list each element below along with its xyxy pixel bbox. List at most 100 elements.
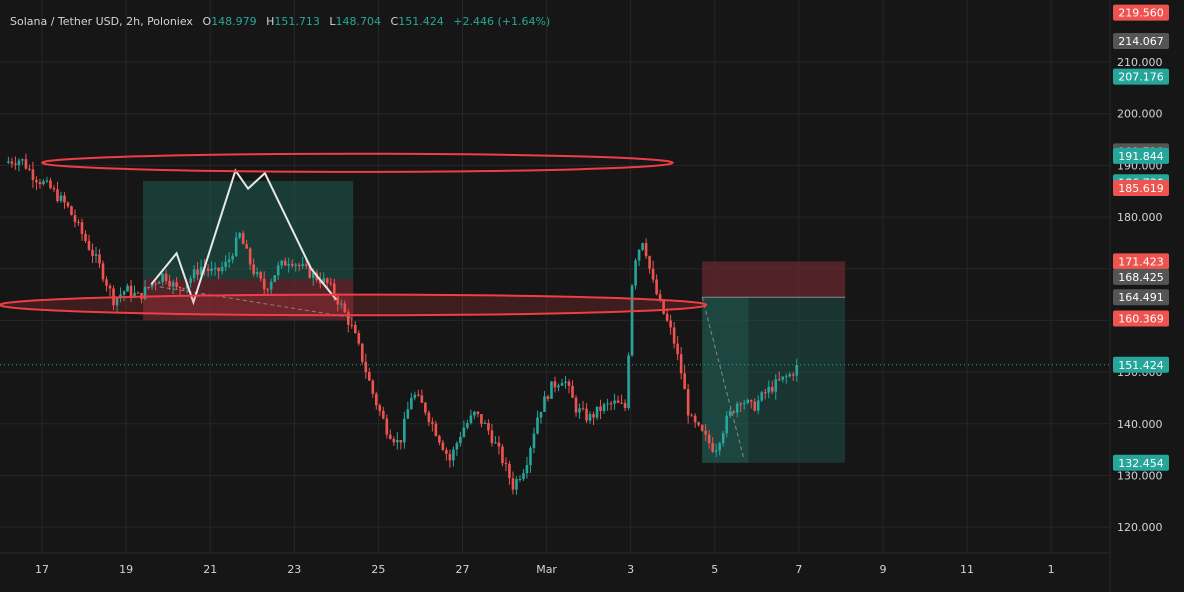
price-axis-badge[interactable]: 219.560	[1113, 4, 1169, 21]
candle-body	[627, 355, 630, 409]
candle-body	[441, 442, 445, 451]
candle-body	[259, 272, 262, 279]
candle-body	[220, 266, 224, 272]
candle-body	[445, 450, 448, 454]
candle-body	[192, 269, 196, 279]
candle-body	[24, 159, 28, 169]
candle-body	[168, 280, 171, 287]
price-axis-badge-label: 160.369	[1118, 313, 1164, 326]
candle-body	[620, 402, 623, 404]
candle-body	[178, 286, 182, 289]
candle-body	[329, 282, 333, 284]
candle-body	[494, 442, 497, 444]
candle-body	[462, 427, 466, 437]
candle-body	[532, 433, 536, 448]
candle-body	[231, 256, 234, 260]
candle-body	[269, 281, 273, 290]
candle-body	[732, 411, 735, 413]
candle-body	[602, 404, 606, 411]
candle-body	[28, 168, 31, 170]
price-axis-badge[interactable]: 164.491	[1113, 289, 1169, 306]
candle-body	[175, 282, 178, 287]
candle-body	[718, 443, 721, 451]
candle-body	[59, 195, 63, 201]
candle-body	[676, 343, 679, 355]
candle-body	[686, 389, 690, 416]
candle-body	[14, 163, 17, 165]
candle-body	[606, 403, 609, 405]
price-axis-badge[interactable]: 214.067	[1113, 32, 1169, 49]
price-axis-badge[interactable]: 171.423	[1113, 253, 1169, 270]
candle-body	[7, 161, 10, 163]
candle-body	[763, 392, 767, 394]
candle-body	[63, 195, 66, 203]
candle-body	[94, 254, 98, 256]
right-profit-zone[interactable]	[702, 297, 846, 463]
candle-body	[301, 264, 305, 266]
time-tick-label: 23	[287, 563, 301, 576]
candle-body	[616, 400, 620, 403]
candle-body	[669, 320, 672, 328]
candle-body	[742, 403, 746, 405]
candle-body	[276, 265, 280, 276]
candle-body	[406, 409, 410, 419]
price-axis-badge[interactable]: 191.844	[1113, 147, 1169, 164]
candle-body	[609, 403, 613, 405]
price-axis-badge-bg	[1113, 147, 1169, 164]
candle-body	[360, 343, 364, 362]
candle-body	[189, 278, 192, 284]
right-loss-zone[interactable]	[702, 261, 846, 298]
candle-body	[217, 267, 220, 272]
candle-body	[252, 264, 255, 275]
candle-body	[101, 263, 105, 280]
candle-body	[557, 385, 560, 388]
candle-body	[795, 364, 799, 376]
candle-body	[753, 401, 757, 411]
time-tick-label: 19	[119, 563, 133, 576]
candle-body	[196, 269, 199, 275]
candle-body	[553, 381, 557, 388]
double-top-pattern[interactable]	[150, 168, 338, 306]
candle-body	[595, 406, 599, 418]
candle-body	[392, 438, 396, 443]
candle-body	[413, 394, 417, 398]
price-tick-label: 200.000	[1117, 108, 1163, 121]
candle-body	[297, 264, 301, 266]
candle-body	[87, 240, 91, 250]
price-axis-badge[interactable]: 160.369	[1113, 310, 1169, 327]
candle-body	[49, 180, 52, 189]
candle-body	[206, 268, 210, 271]
low-label: L	[329, 15, 336, 28]
candle-body	[45, 180, 49, 182]
support-band-ellipse[interactable]	[0, 293, 708, 317]
candle-body	[571, 385, 574, 398]
candle-body	[224, 261, 227, 267]
candle-body	[10, 161, 14, 164]
time-tick-label: 7	[795, 563, 802, 576]
left-profit-zone[interactable]	[142, 180, 354, 280]
candle-body	[119, 294, 122, 298]
price-tick-label: 210.000	[1117, 56, 1163, 69]
candle-body	[266, 289, 269, 291]
price-axis-badge[interactable]: 207.176	[1113, 68, 1169, 85]
candle-body	[213, 267, 217, 269]
candle-body	[774, 379, 778, 392]
price-axis-badge[interactable]: 168.425	[1113, 268, 1169, 285]
candle-body	[546, 396, 550, 399]
candle-body	[371, 380, 375, 394]
price-axis-badge[interactable]: 185.619	[1113, 180, 1169, 197]
candle-body	[767, 386, 771, 393]
candle-body	[539, 411, 543, 418]
price-axis-badge-bg	[1113, 289, 1169, 306]
candle-body	[70, 206, 73, 216]
candle-body	[91, 249, 94, 256]
candle-body	[525, 465, 529, 474]
candle-body	[651, 268, 655, 280]
price-axis-badge-label: 164.491	[1118, 291, 1164, 304]
resistance-ellipse[interactable]	[41, 152, 674, 173]
price-axis-badge[interactable]: 132.454	[1113, 454, 1169, 471]
price-axis-badge[interactable]: 151.424	[1113, 356, 1169, 373]
symbol-title[interactable]: Solana / Tether USD, 2h, Poloniex	[10, 15, 193, 28]
candle-body	[133, 292, 136, 297]
